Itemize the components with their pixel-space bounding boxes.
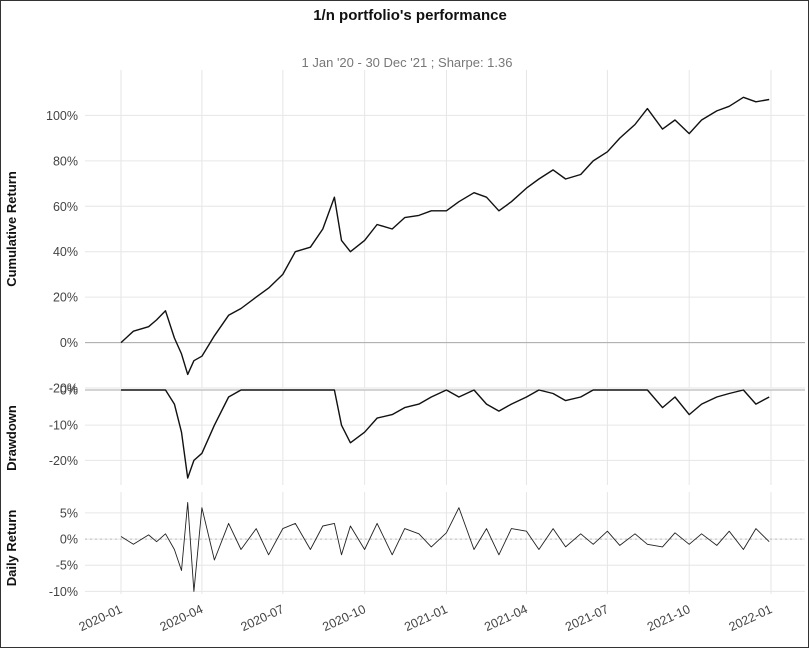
y-tick-label: -5% [56,559,78,573]
y-tick-label: 100% [46,109,78,123]
y-tick-label: -20% [49,382,78,396]
drawdown-panel: Drawdown 0% -10% -20% [4,384,770,479]
y-tick-label: 0% [60,384,78,398]
y-tick-label: 0% [60,533,78,547]
chart-title: 1/n portfolio's performance [313,7,507,24]
y-tick-label: 40% [53,245,78,259]
y-tick-label: 80% [53,154,78,168]
cumulative-ytick-labels: -20%0%20%40%60%80%100% [46,109,78,396]
x-tick-label: 2021-04 [482,602,530,634]
y-tick-label: -10% [49,419,78,433]
y-tick-label: 20% [53,291,78,305]
cumulative-panel: Cumulative Return -20%0%20%40%60%80%100% [4,96,770,396]
chart-subtitle: 1 Jan '20 - 30 Dec '21 ; Sharpe: 1.36 [302,55,513,70]
daily-return-panel: Daily Return 5% 0% -5% -10% [4,502,770,599]
daily-return-ytick-labels: 5% 0% -5% -10% [49,506,78,598]
reference-lines [85,342,805,540]
daily-return-ylabel: Daily Return [4,510,19,587]
drawdown-ylabel: Drawdown [4,405,19,471]
x-tick-label: 2020-07 [239,602,287,634]
x-tick-labels: 2020-01 2020-04 2020-07 2020-10 2021-01 2021-… [77,602,775,634]
x-tick-label: 2020-10 [320,602,368,634]
x-tick-label: 2021-07 [563,602,611,634]
x-tick-label: 2020-01 [77,602,125,634]
x-tick-label: 2021-01 [402,602,450,634]
cumulative-ylabel: Cumulative Return [4,171,19,287]
y-tick-label: 5% [60,506,78,520]
drawdown-ytick-labels: 0% -10% -20% [49,384,78,468]
drawdown-line [121,389,770,479]
x-tick-label: 2021-10 [645,602,693,634]
cumulative-return-line [120,96,770,376]
y-tick-label: -10% [49,585,78,599]
y-tick-label: 60% [53,200,78,214]
y-tick-label: -20% [49,454,78,468]
daily-return-line [120,502,770,592]
x-tick-label: 2020-04 [158,602,206,634]
y-tick-label: 0% [60,336,78,350]
x-tick-label: 2022-01 [727,602,775,634]
grid-layer [85,70,805,594]
